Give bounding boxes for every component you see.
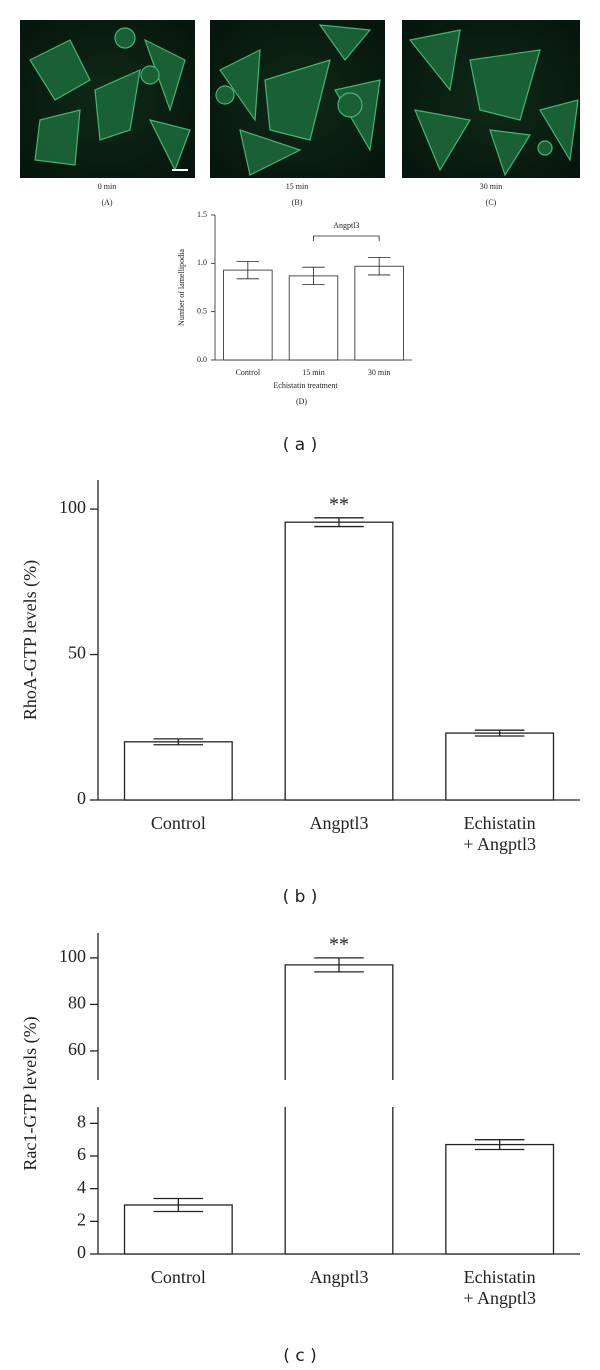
panel-label: ( a ): [283, 435, 318, 455]
x-tick-label: Control: [150, 1267, 206, 1287]
error-bar: [236, 261, 260, 280]
error-bar: [153, 1197, 204, 1213]
y-tick-label: 80: [68, 993, 86, 1013]
y-tick-label: 60: [68, 1039, 86, 1059]
y-axis-title: Number of lamellipodia: [177, 249, 186, 326]
y-axis-title: RhoA-GTP levels (%): [20, 560, 41, 720]
micrograph: [402, 20, 580, 178]
bar: [288, 275, 339, 361]
image-caption: 0 min: [98, 182, 116, 191]
bracket: [313, 235, 380, 241]
y-tick-label: 1.0: [197, 258, 207, 267]
bar: [445, 1143, 555, 1255]
y-tick-label: 1.5: [197, 210, 207, 219]
image-label: (C): [486, 198, 497, 207]
image-label: (B): [292, 198, 303, 207]
image-caption: 30 min: [480, 182, 502, 191]
image-label: (A): [101, 198, 112, 207]
bar: [354, 265, 404, 361]
y-tick-label: 8: [77, 1111, 86, 1131]
error-bar: [314, 957, 364, 973]
bar: [445, 732, 555, 801]
bar: [284, 964, 394, 1080]
significance-label: **: [329, 933, 349, 955]
error-bar: [153, 738, 204, 746]
y-tick-label: 100: [59, 497, 86, 517]
bar: [123, 1204, 233, 1255]
x-tick-label: 15 min: [302, 368, 325, 377]
y-tick-label: 2: [77, 1209, 86, 1229]
y-tick-label: 4: [77, 1177, 86, 1197]
panel-label: ( b ): [283, 887, 318, 907]
x-tick-label: Control: [235, 368, 261, 377]
micrograph: [20, 20, 195, 178]
x-axis-title: Echistatin treatment: [273, 381, 338, 390]
error-bar: [474, 729, 525, 737]
panel-sublabel: (D): [296, 397, 307, 406]
panel-label: ( c ): [283, 1346, 316, 1366]
y-tick-label: 50: [68, 643, 86, 663]
x-tick-label: Angptl3: [309, 1267, 369, 1287]
error-bar: [367, 257, 391, 276]
significance-label: **: [329, 493, 349, 515]
x-tick-label: 30 min: [367, 368, 391, 377]
y-tick-label: 0.5: [197, 306, 207, 315]
error-bar: [302, 266, 325, 285]
x-tick-label: Echistatin + Angptl3: [463, 1267, 536, 1308]
bar: [223, 269, 273, 361]
bar: [284, 521, 394, 801]
x-tick-label: Echistatin + Angptl3: [463, 813, 536, 854]
x-tick-label: Control: [150, 813, 206, 833]
error-bar: [474, 1139, 525, 1151]
error-bar: [314, 517, 364, 528]
y-tick-label: 0.0: [197, 355, 207, 364]
micrograph: [210, 20, 385, 178]
x-tick-label: Angptl3: [309, 813, 369, 833]
bar-lower-part: [284, 1107, 394, 1255]
y-tick-label: 6: [77, 1144, 86, 1164]
bar: [123, 741, 233, 801]
y-tick-label: 100: [59, 946, 86, 966]
bracket-label: Angptl3: [333, 221, 359, 230]
image-caption: 15 min: [286, 182, 308, 191]
y-tick-label: 0: [77, 788, 86, 808]
y-axis-title: Rac1-GTP levels (%): [20, 1016, 41, 1170]
y-tick-label: 0: [77, 1242, 86, 1262]
